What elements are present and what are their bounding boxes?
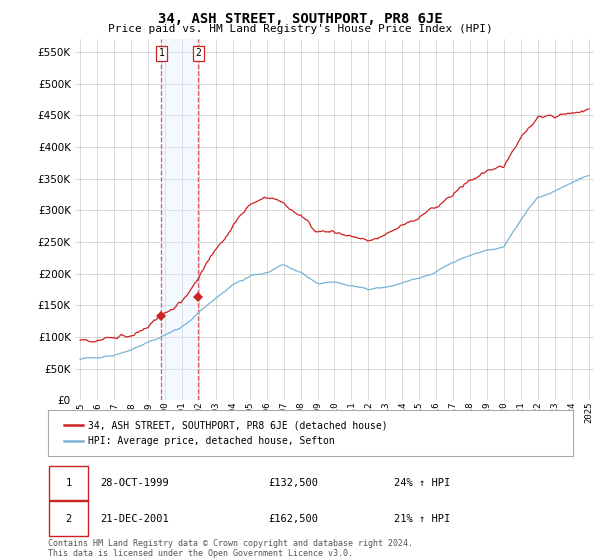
Bar bbox=[161, 39, 198, 400]
Text: 2: 2 bbox=[195, 48, 201, 58]
Text: £132,500: £132,500 bbox=[269, 478, 319, 488]
FancyBboxPatch shape bbox=[49, 466, 88, 501]
Text: 24% ↑ HPI: 24% ↑ HPI bbox=[395, 478, 451, 488]
FancyBboxPatch shape bbox=[49, 501, 88, 536]
Text: 2: 2 bbox=[65, 514, 72, 524]
Text: 21% ↑ HPI: 21% ↑ HPI bbox=[395, 514, 451, 524]
Text: £162,500: £162,500 bbox=[269, 514, 319, 524]
Text: 1: 1 bbox=[65, 478, 72, 488]
Text: 21-DEC-2001: 21-DEC-2001 bbox=[101, 514, 169, 524]
Text: Price paid vs. HM Land Registry's House Price Index (HPI): Price paid vs. HM Land Registry's House … bbox=[107, 24, 493, 34]
Text: 34, ASH STREET, SOUTHPORT, PR8 6JE: 34, ASH STREET, SOUTHPORT, PR8 6JE bbox=[158, 12, 442, 26]
Text: 28-OCT-1999: 28-OCT-1999 bbox=[101, 478, 169, 488]
Text: Contains HM Land Registry data © Crown copyright and database right 2024.
This d: Contains HM Land Registry data © Crown c… bbox=[48, 539, 413, 558]
Legend: 34, ASH STREET, SOUTHPORT, PR8 6JE (detached house), HPI: Average price, detache: 34, ASH STREET, SOUTHPORT, PR8 6JE (deta… bbox=[58, 415, 394, 452]
Text: 1: 1 bbox=[158, 48, 164, 58]
